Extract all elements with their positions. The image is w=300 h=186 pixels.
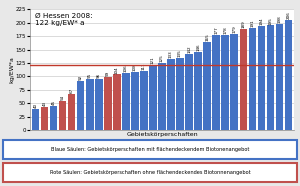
Text: 111: 111 [142,62,146,70]
Text: 206: 206 [286,11,291,19]
Bar [86,79,94,130]
Text: 106: 106 [124,65,128,72]
Text: Rote Säulen: Gebietskörperschaften ohne flächendeckendes Biotonnenangebot: Rote Säulen: Gebietskörperschaften ohne … [50,170,250,175]
Bar [149,65,157,130]
Bar [122,73,130,130]
Bar [95,79,103,130]
Text: 198: 198 [278,15,281,23]
Text: 191: 191 [250,19,254,27]
Y-axis label: kg/EW*a: kg/EW*a [9,56,14,83]
Text: 146: 146 [196,43,200,51]
Text: 54: 54 [61,95,64,100]
Bar [32,109,39,130]
Text: 177: 177 [214,27,218,34]
Bar [104,77,112,130]
Text: 108: 108 [133,64,137,71]
Bar [68,94,75,130]
Bar [185,54,193,130]
Text: 142: 142 [187,45,191,53]
Bar [249,28,256,130]
Text: 133: 133 [169,50,173,58]
Bar [176,58,184,130]
Text: Ø Hessen 2008:
122 kg/EW* a: Ø Hessen 2008: 122 kg/EW* a [35,13,93,26]
Text: 179: 179 [232,25,236,33]
Text: 92: 92 [79,75,83,80]
Bar [167,59,175,130]
Bar [59,101,66,130]
Text: 135: 135 [178,49,182,57]
Text: 121: 121 [151,57,155,64]
Bar [239,29,247,130]
Text: 165: 165 [205,33,209,41]
Bar [221,35,229,130]
Bar [230,34,238,130]
Text: 195: 195 [268,17,272,25]
Text: Blaue Säulen: Gebietskörperschaften mit flächendeckendem Biotonenangebot: Blaue Säulen: Gebietskörperschaften mit … [51,147,249,152]
Text: 96: 96 [97,73,101,78]
Text: 99: 99 [106,71,110,76]
Bar [212,35,220,130]
Bar [113,74,121,130]
Bar [276,24,283,130]
Bar [140,70,148,130]
Text: 95: 95 [88,73,92,78]
Text: 67: 67 [70,88,74,93]
Bar [50,106,57,130]
Text: 40: 40 [33,103,38,108]
Text: 194: 194 [260,17,263,25]
Bar [267,25,274,130]
Bar [203,41,211,130]
Text: 189: 189 [242,20,245,28]
Bar [77,81,85,130]
Text: 104: 104 [115,66,119,73]
Bar [158,63,166,130]
Bar [131,72,139,130]
Bar [285,20,292,130]
Bar [258,26,265,130]
Text: 178: 178 [223,26,227,34]
Text: 43: 43 [43,101,46,106]
X-axis label: Gebietskörperschaften: Gebietskörperschaften [126,132,198,137]
Text: 125: 125 [160,54,164,62]
Bar [194,52,202,130]
Bar [40,107,48,130]
Text: 45: 45 [52,100,56,105]
